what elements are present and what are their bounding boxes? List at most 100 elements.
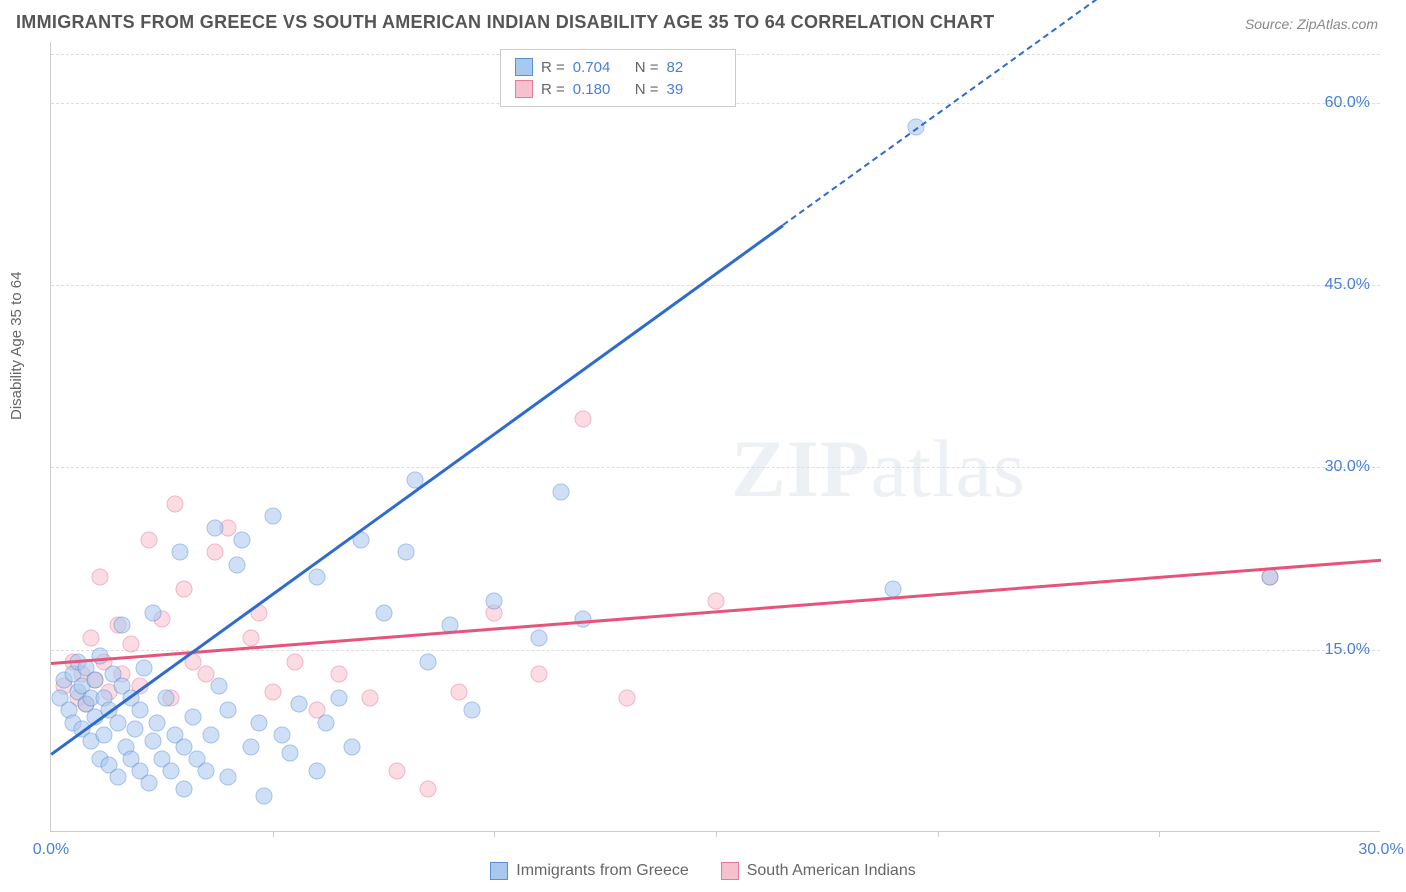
legend-item-b: South American Indians bbox=[721, 862, 916, 880]
data-point bbox=[486, 593, 503, 610]
trend-line bbox=[50, 225, 783, 756]
data-point bbox=[282, 745, 299, 762]
data-point bbox=[211, 678, 228, 695]
data-point bbox=[375, 605, 392, 622]
data-point bbox=[251, 714, 268, 731]
data-point bbox=[388, 763, 405, 780]
data-point bbox=[171, 544, 188, 561]
x-tick-mark bbox=[716, 831, 717, 837]
data-point bbox=[309, 568, 326, 585]
data-point bbox=[91, 647, 108, 664]
y-tick-label: 45.0% bbox=[1325, 276, 1370, 294]
data-point bbox=[109, 769, 126, 786]
data-point bbox=[530, 666, 547, 683]
plot-area: ZIPatlas 15.0%30.0%45.0%60.0%0.0%30.0% bbox=[50, 42, 1380, 832]
data-point bbox=[229, 556, 246, 573]
y-tick-label: 30.0% bbox=[1325, 458, 1370, 476]
data-point bbox=[708, 593, 725, 610]
data-point bbox=[362, 690, 379, 707]
data-point bbox=[1262, 568, 1279, 585]
n-value-b: 39 bbox=[667, 81, 721, 98]
data-point bbox=[109, 714, 126, 731]
y-tick-label: 15.0% bbox=[1325, 641, 1370, 659]
data-point bbox=[220, 769, 237, 786]
data-point bbox=[464, 702, 481, 719]
data-point bbox=[619, 690, 636, 707]
data-point bbox=[291, 696, 308, 713]
data-point bbox=[136, 659, 153, 676]
x-tick-mark bbox=[938, 831, 939, 837]
y-axis-label: Disability Age 35 to 64 bbox=[8, 272, 25, 420]
chart-container: IMMIGRANTS FROM GREECE VS SOUTH AMERICAN… bbox=[0, 0, 1406, 892]
data-point bbox=[149, 714, 166, 731]
series-legend: Immigrants from Greece South American In… bbox=[0, 862, 1406, 880]
data-point bbox=[91, 568, 108, 585]
data-point bbox=[419, 653, 436, 670]
correlation-legend: R = 0.704 N = 82 R = 0.180 N = 39 bbox=[500, 49, 736, 107]
data-point bbox=[122, 635, 139, 652]
data-point bbox=[552, 483, 569, 500]
data-point bbox=[82, 629, 99, 646]
data-point bbox=[158, 690, 175, 707]
data-point bbox=[242, 738, 259, 755]
data-point bbox=[331, 666, 348, 683]
n-value-a: 82 bbox=[667, 59, 721, 76]
data-point bbox=[317, 714, 334, 731]
x-tick-mark bbox=[273, 831, 274, 837]
data-point bbox=[575, 410, 592, 427]
data-point bbox=[264, 508, 281, 525]
data-point bbox=[131, 702, 148, 719]
data-point bbox=[220, 702, 237, 719]
data-point bbox=[162, 763, 179, 780]
swatch-icon bbox=[515, 58, 533, 76]
r-label: R = bbox=[541, 81, 565, 98]
r-value-a: 0.704 bbox=[573, 59, 627, 76]
data-point bbox=[140, 532, 157, 549]
data-point bbox=[233, 532, 250, 549]
data-point bbox=[144, 605, 161, 622]
data-point bbox=[273, 726, 290, 743]
data-point bbox=[202, 726, 219, 743]
data-point bbox=[87, 672, 104, 689]
swatch-icon bbox=[721, 862, 739, 880]
data-point bbox=[207, 520, 224, 537]
legend-item-a: Immigrants from Greece bbox=[490, 862, 688, 880]
data-point bbox=[184, 708, 201, 725]
data-point bbox=[113, 617, 130, 634]
data-point bbox=[127, 720, 144, 737]
legend-row-series-a: R = 0.704 N = 82 bbox=[515, 56, 721, 78]
data-point bbox=[419, 781, 436, 798]
data-point bbox=[264, 684, 281, 701]
x-tick-label: 0.0% bbox=[33, 841, 69, 859]
swatch-icon bbox=[490, 862, 508, 880]
data-point bbox=[176, 781, 193, 798]
data-point bbox=[167, 495, 184, 512]
data-point bbox=[450, 684, 467, 701]
legend-label-b: South American Indians bbox=[747, 862, 916, 880]
r-value-b: 0.180 bbox=[573, 81, 627, 98]
data-point bbox=[255, 787, 272, 804]
data-point bbox=[176, 580, 193, 597]
data-point bbox=[140, 775, 157, 792]
chart-title: IMMIGRANTS FROM GREECE VS SOUTH AMERICAN… bbox=[16, 12, 994, 33]
watermark: ZIPatlas bbox=[731, 422, 1026, 516]
x-tick-label: 30.0% bbox=[1358, 841, 1403, 859]
legend-row-series-b: R = 0.180 N = 39 bbox=[515, 78, 721, 100]
gridline-h bbox=[51, 650, 1380, 651]
data-point bbox=[885, 580, 902, 597]
gridline-h bbox=[51, 467, 1380, 468]
gridline-h bbox=[51, 285, 1380, 286]
source-attribution: Source: ZipAtlas.com bbox=[1245, 16, 1378, 32]
data-point bbox=[207, 544, 224, 561]
data-point bbox=[397, 544, 414, 561]
data-point bbox=[530, 629, 547, 646]
data-point bbox=[286, 653, 303, 670]
r-label: R = bbox=[541, 59, 565, 76]
data-point bbox=[331, 690, 348, 707]
trend-line-extrapolated bbox=[782, 0, 1138, 226]
data-point bbox=[344, 738, 361, 755]
y-tick-label: 60.0% bbox=[1325, 94, 1370, 112]
x-tick-mark bbox=[494, 831, 495, 837]
data-point bbox=[96, 726, 113, 743]
n-label: N = bbox=[635, 59, 659, 76]
